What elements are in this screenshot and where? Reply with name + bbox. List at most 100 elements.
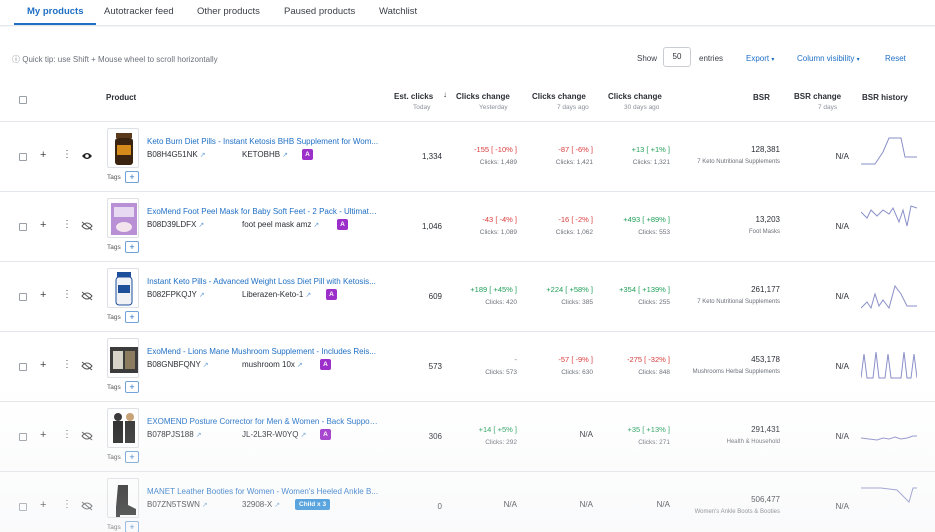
col-clicks-change-30d[interactable]: Clicks change xyxy=(608,92,662,101)
bsr-category: 7 Keto Nutritional Supplements xyxy=(697,299,780,305)
product-title-link[interactable]: Keto Burn Diet Pills - Instant Ketosis B… xyxy=(147,137,379,146)
product-thumbnail[interactable] xyxy=(107,338,139,378)
clicks-change-yesterday: N/A xyxy=(447,500,517,509)
product-title-link[interactable]: EXOMEND Posture Corrector for Men & Wome… xyxy=(147,417,379,426)
row-menu-icon[interactable]: ⋮ xyxy=(62,499,72,510)
reset-button[interactable]: Reset xyxy=(885,54,906,63)
bsr-history-sparkline[interactable] xyxy=(861,342,917,386)
row-menu-icon[interactable]: ⋮ xyxy=(62,429,72,440)
expand-plus-icon[interactable]: + xyxy=(40,219,47,231)
add-tag-button[interactable]: + xyxy=(125,171,139,183)
add-tag-button[interactable]: + xyxy=(125,521,139,532)
clicks-change-7d: -16 [ -2% ] Clicks: 1,062 xyxy=(523,215,593,236)
asin-link[interactable]: B082FPKQJY ↗ xyxy=(147,290,205,299)
asin-link[interactable]: B08D39LDFX ↗ xyxy=(147,220,204,229)
asin-link[interactable]: B078PJS188 ↗ xyxy=(147,430,202,439)
keyword-link[interactable]: Liberazen-Keto-1 ↗ xyxy=(242,290,311,299)
product-title-link[interactable]: ExoMend Foot Peel Mask for Baby Soft Fee… xyxy=(147,207,379,216)
product-thumbnail[interactable] xyxy=(107,128,139,168)
bsr-history-sparkline[interactable] xyxy=(861,482,917,526)
product-thumbnail[interactable] xyxy=(107,408,139,448)
bsr-history-sparkline[interactable] xyxy=(861,132,917,176)
keyword-link[interactable]: foot peel mask amz ↗ xyxy=(242,220,319,229)
row-menu-icon[interactable]: ⋮ xyxy=(62,149,72,160)
product-title-link[interactable]: Instant Keto Pills - Advanced Weight Los… xyxy=(147,277,376,286)
visible-eye-icon[interactable] xyxy=(81,151,93,161)
bsr-change-value: N/A xyxy=(835,362,849,371)
row-checkbox[interactable] xyxy=(19,293,27,301)
row-checkbox[interactable] xyxy=(19,503,27,511)
quick-tip-text: Quick tip: use Shift + Mouse wheel to sc… xyxy=(22,55,218,64)
clicks-change-30d: +354 [ +139% ] Clicks: 255 xyxy=(600,285,670,306)
tab-bar: My products Autotracker feed Other produ… xyxy=(0,0,935,26)
add-tag-button[interactable]: + xyxy=(125,451,139,463)
keyword-link[interactable]: JL-2L3R-W0YQ ↗ xyxy=(242,430,306,439)
expand-plus-icon[interactable]: + xyxy=(40,499,47,511)
product-thumbnail[interactable] xyxy=(107,198,139,238)
col-est-clicks[interactable]: Est. clicks xyxy=(394,92,434,101)
bsr-history-sparkline[interactable] xyxy=(861,412,917,456)
product-thumbnail[interactable] xyxy=(107,268,139,308)
tab-autotracker-feed[interactable]: Autotracker feed xyxy=(104,6,174,17)
product-title-link[interactable]: MANET Leather Booties for Women - Women'… xyxy=(147,487,378,496)
column-visibility-dropdown[interactable]: Column visibility ▾ xyxy=(797,54,860,63)
add-tag-button[interactable]: + xyxy=(125,241,139,253)
asin-link[interactable]: B08H4G51NK ↗ xyxy=(147,150,206,159)
tab-my-products[interactable]: My products xyxy=(27,6,84,17)
hidden-eye-icon[interactable] xyxy=(81,291,93,301)
col-bsr[interactable]: BSR xyxy=(753,93,770,102)
tab-watchlist[interactable]: Watchlist xyxy=(379,6,418,17)
export-dropdown[interactable]: Export ▾ xyxy=(746,54,774,63)
row-menu-icon[interactable]: ⋮ xyxy=(62,359,72,370)
entries-per-page-input[interactable]: 50 xyxy=(663,47,691,67)
bsr-history-sparkline[interactable] xyxy=(861,202,917,246)
external-link-icon: ↗ xyxy=(198,222,205,229)
hidden-eye-icon[interactable] xyxy=(81,361,93,371)
product-title-link[interactable]: ExoMend - Lions Mane Mushroom Supplement… xyxy=(147,347,376,356)
expand-plus-icon[interactable]: + xyxy=(40,149,47,161)
bsr-value: 506,477 xyxy=(751,495,780,504)
bsr-history-sparkline[interactable] xyxy=(861,272,917,316)
keyword-text: JL-2L3R-W0YQ xyxy=(242,430,299,439)
clicks-change-30d: +493 [ +89% ] Clicks: 553 xyxy=(600,215,670,236)
tags-label: Tags xyxy=(107,524,121,531)
expand-plus-icon[interactable]: + xyxy=(40,429,47,441)
hidden-eye-icon[interactable] xyxy=(81,221,93,231)
asin-link[interactable]: B08GNBFQNY ↗ xyxy=(147,360,209,369)
change-value: -87 [ -6% ] xyxy=(558,145,593,154)
row-checkbox[interactable] xyxy=(19,153,27,161)
external-link-icon: ↗ xyxy=(202,362,209,369)
tab-other-products[interactable]: Other products xyxy=(197,6,260,17)
keyword-link[interactable]: mushroom 10x ↗ xyxy=(242,360,303,369)
sort-desc-icon[interactable]: ↓ xyxy=(443,90,447,99)
change-value: - xyxy=(514,355,518,364)
keyword-link[interactable]: 32908-X ↗ xyxy=(242,500,280,509)
col-bsr-change[interactable]: BSR change xyxy=(794,92,842,101)
asin-text: B07ZN5TSWN xyxy=(147,500,200,509)
row-checkbox[interactable] xyxy=(19,223,27,231)
col-clicks-change-yesterday[interactable]: Clicks change xyxy=(456,92,510,101)
asin-link[interactable]: B07ZN5TSWN ↗ xyxy=(147,500,208,509)
col-product[interactable]: Product xyxy=(106,93,137,102)
add-tag-button[interactable]: + xyxy=(125,311,139,323)
row-menu-icon[interactable]: ⋮ xyxy=(62,219,72,230)
add-tag-button[interactable]: + xyxy=(125,381,139,393)
row-checkbox[interactable] xyxy=(19,363,27,371)
product-thumbnail[interactable] xyxy=(107,478,139,518)
col-clicks-change-7d[interactable]: Clicks change xyxy=(532,92,586,101)
tab-paused-products[interactable]: Paused products xyxy=(284,6,356,17)
keyword-link[interactable]: KETOBHB ↗ xyxy=(242,150,288,159)
expand-plus-icon[interactable]: + xyxy=(40,289,47,301)
select-all-checkbox[interactable] xyxy=(19,96,27,104)
row-checkbox[interactable] xyxy=(19,433,27,441)
keyword-text: foot peel mask amz xyxy=(242,220,312,229)
hidden-eye-icon[interactable] xyxy=(81,501,93,511)
keyword-text: mushroom 10x xyxy=(242,360,295,369)
change-value: +493 [ +89% ] xyxy=(623,215,670,224)
child-variations-badge[interactable]: Child x 3 xyxy=(295,499,331,510)
table-row: + ⋮ Instant Keto Pills - Advanced Weight… xyxy=(0,262,935,332)
expand-plus-icon[interactable]: + xyxy=(40,359,47,371)
hidden-eye-icon[interactable] xyxy=(81,431,93,441)
col-yesterday-sub: Yesterday xyxy=(479,104,508,111)
row-menu-icon[interactable]: ⋮ xyxy=(62,289,72,300)
